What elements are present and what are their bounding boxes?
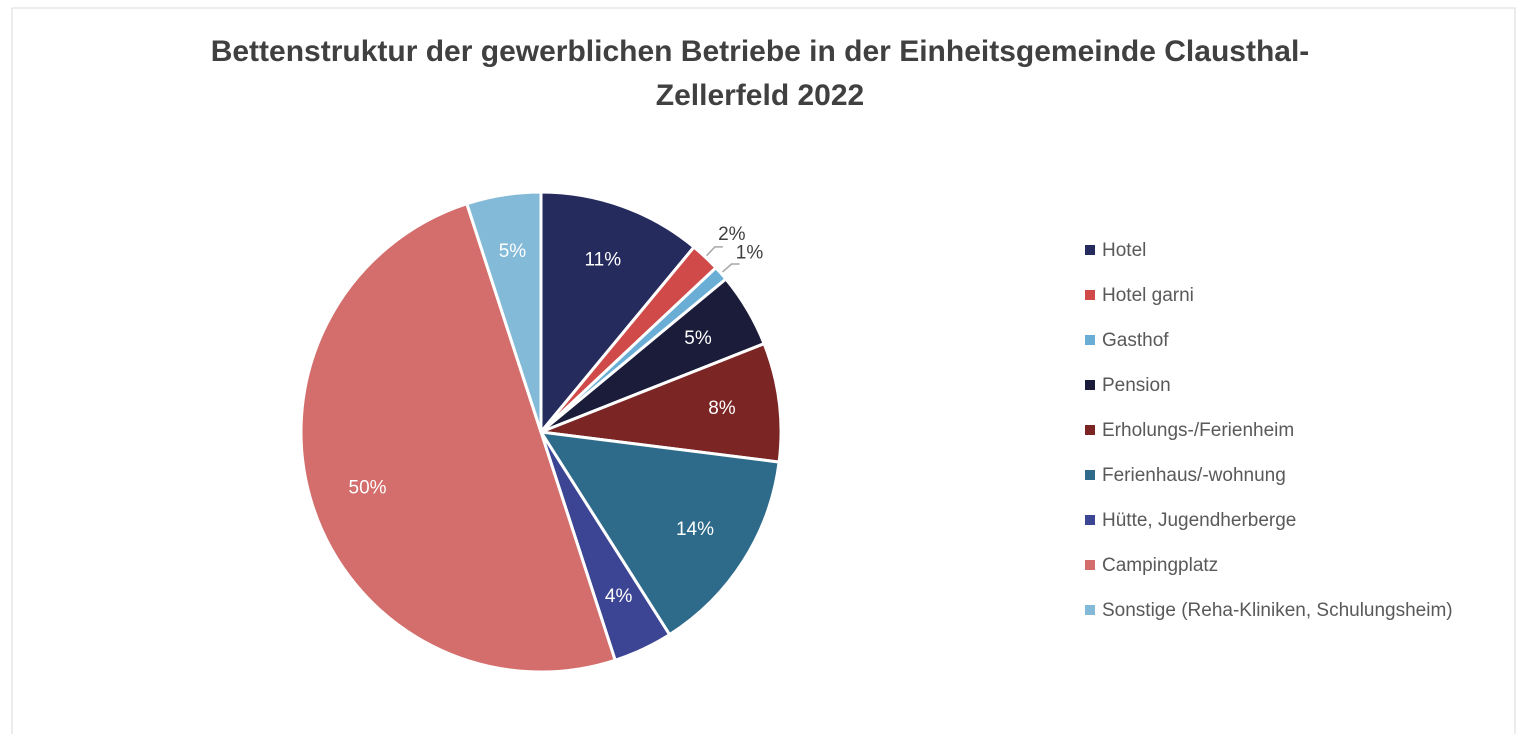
legend-label: Hütte, Jugendherberge bbox=[1102, 510, 1296, 531]
data-label: 5% bbox=[684, 328, 712, 349]
leader-line bbox=[706, 246, 723, 257]
legend-swatch bbox=[1085, 560, 1095, 570]
data-label: 1% bbox=[736, 242, 764, 263]
data-label: 5% bbox=[499, 241, 527, 262]
chart-title: Bettenstruktur der gewerblichen Betriebe… bbox=[210, 35, 1310, 112]
leader-line bbox=[722, 263, 740, 273]
legend-swatch bbox=[1085, 470, 1095, 480]
legend-label: Gasthof bbox=[1102, 330, 1169, 351]
data-label: 8% bbox=[708, 398, 736, 419]
legend-label: Pension bbox=[1102, 375, 1171, 396]
legend-swatch bbox=[1085, 290, 1095, 300]
pie-slice bbox=[538, 430, 781, 637]
legend-swatch bbox=[1085, 245, 1095, 255]
data-label: 14% bbox=[676, 519, 714, 540]
legend-swatch bbox=[1085, 335, 1095, 345]
pie-slice bbox=[540, 341, 783, 464]
data-label: 50% bbox=[349, 477, 387, 498]
pie-slice bbox=[299, 201, 618, 674]
legend-swatch bbox=[1085, 515, 1095, 525]
legend-label: Ferienhaus/-wohnung bbox=[1102, 465, 1286, 486]
legend-swatch bbox=[1085, 380, 1095, 390]
legend-swatch bbox=[1085, 605, 1095, 615]
legend-label: Hotel bbox=[1102, 240, 1146, 261]
data-label: 2% bbox=[718, 224, 746, 245]
data-label: 4% bbox=[605, 586, 633, 607]
pie-slice bbox=[464, 190, 543, 433]
legend-swatch bbox=[1085, 425, 1095, 435]
legend-label: Sonstige (Reha-Kliniken, Schulungsheim) bbox=[1102, 600, 1453, 621]
legend-label: Erholungs-/Ferienheim bbox=[1102, 420, 1294, 441]
chart-frame bbox=[11, 7, 1516, 734]
legend-label: Hotel garni bbox=[1102, 285, 1194, 306]
data-label: 11% bbox=[584, 249, 621, 270]
pie-slice bbox=[539, 190, 697, 437]
legend-label: Campingplatz bbox=[1102, 555, 1218, 576]
